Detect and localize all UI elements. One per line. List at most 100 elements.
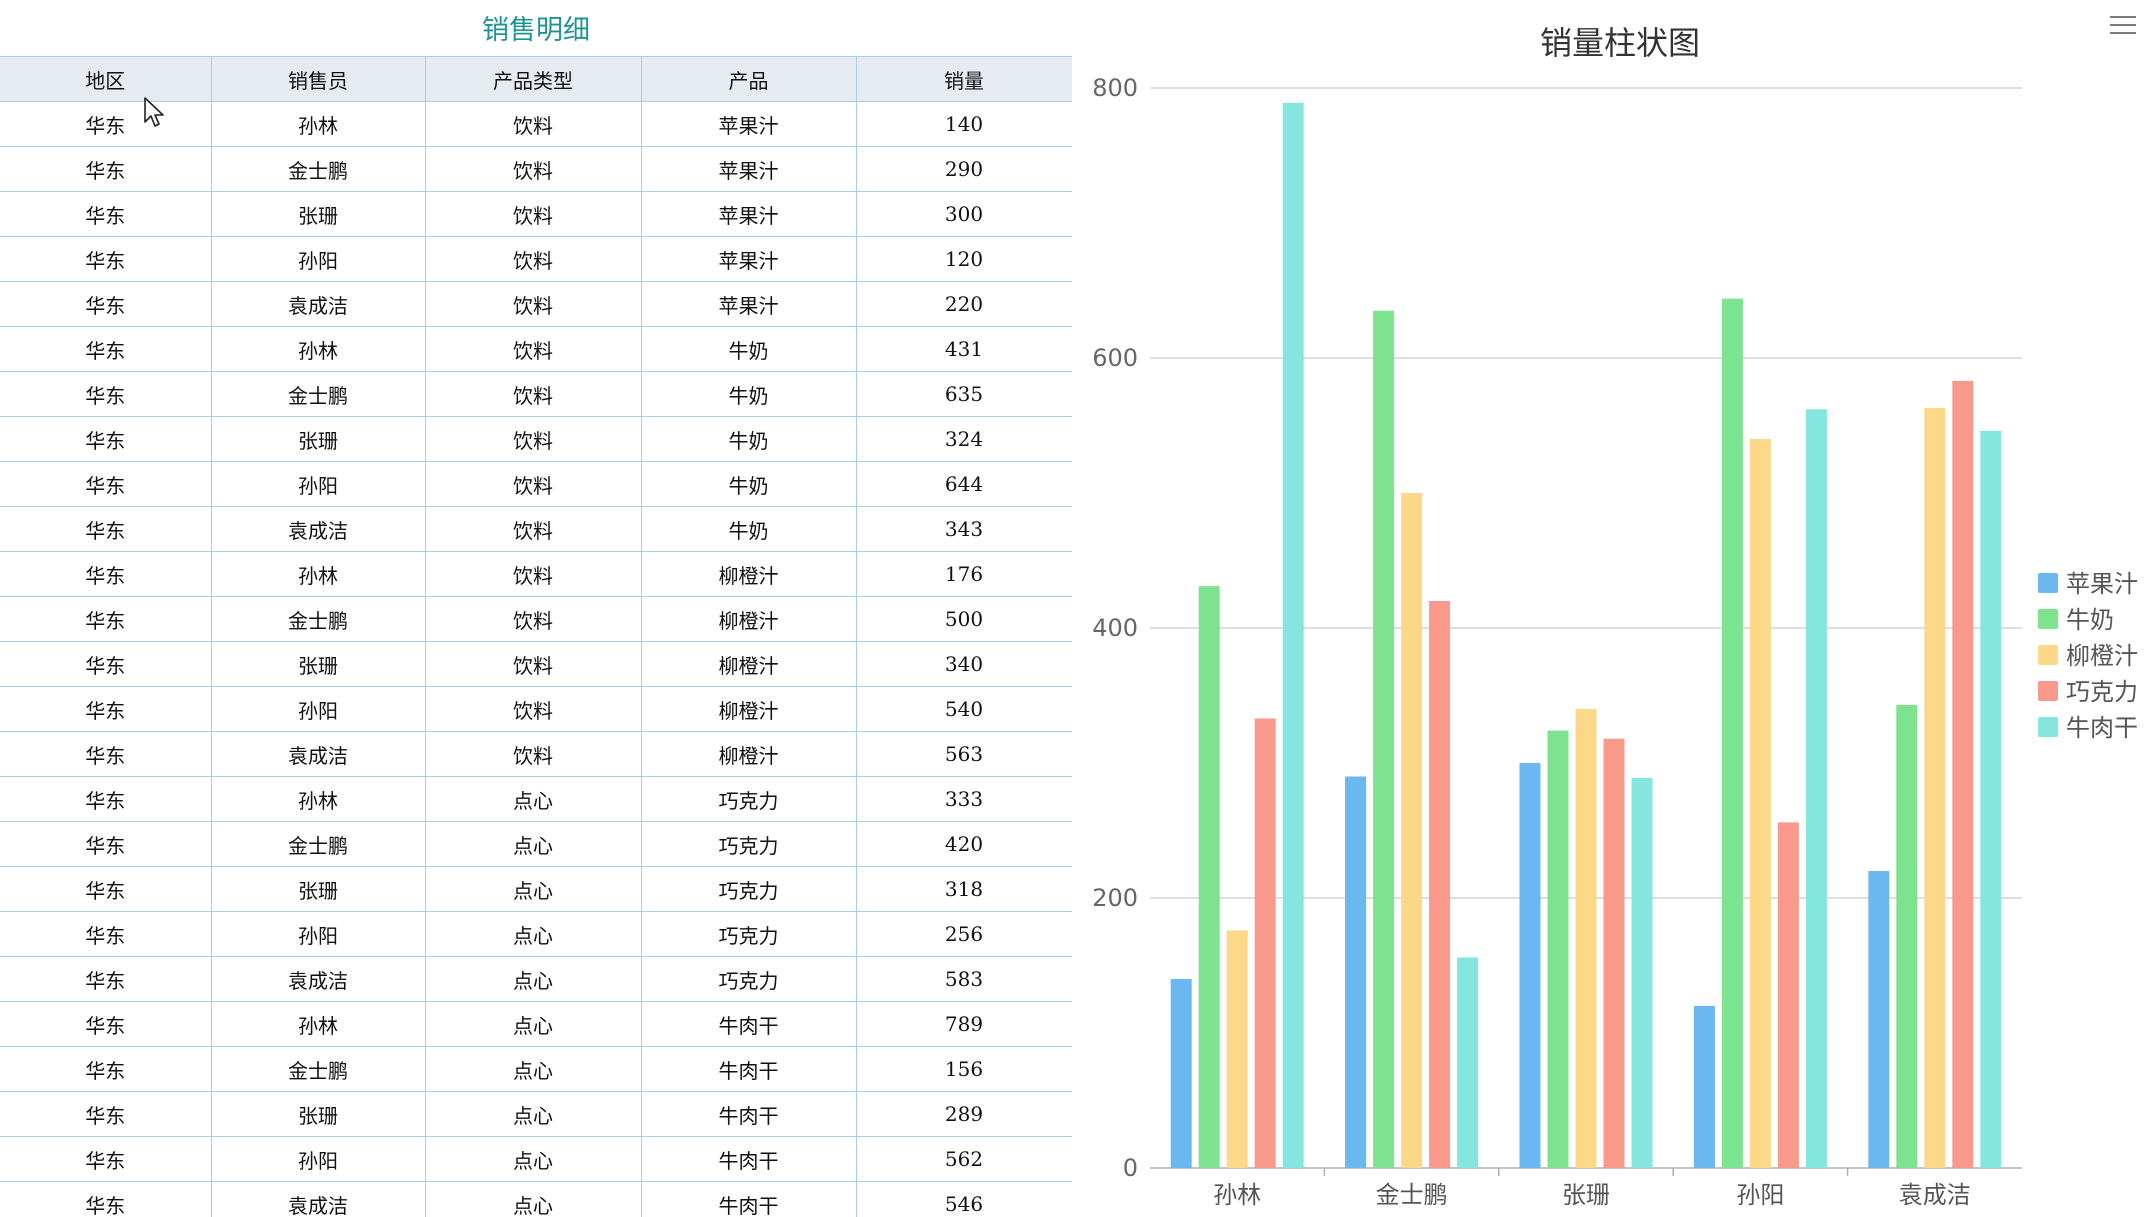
cell-product: 巧克力 <box>640 866 857 912</box>
bar <box>1805 409 1827 1168</box>
cell-product-type: 饮料 <box>424 731 642 777</box>
x-tick-label: 张珊 <box>1562 1181 1610 1209</box>
cell-product: 牛奶 <box>640 506 857 552</box>
cell-product: 苹果汁 <box>640 191 857 237</box>
cell-product: 柳橙汁 <box>640 731 857 777</box>
bar <box>1401 493 1423 1168</box>
cell-product: 苹果汁 <box>640 236 857 282</box>
cell-salesperson: 孙林 <box>210 326 426 372</box>
cell-region: 华东 <box>0 731 212 777</box>
column-header-product[interactable]: 产品 <box>640 56 857 102</box>
cell-product-type: 饮料 <box>424 596 642 642</box>
sales-table: 地区 销售员 产品类型 产品 销量 华东 孙林 饮料 苹果汁 140 华东 金士鹏 饮料 苹果汁 290 华… <box>0 56 1072 1217</box>
cell-product-type: 点心 <box>424 1136 642 1182</box>
cell-sales: 289 <box>855 1091 1072 1137</box>
cell-sales: 340 <box>855 641 1072 687</box>
cell-salesperson: 袁成洁 <box>210 1181 426 1217</box>
cell-region: 华东 <box>0 1001 212 1047</box>
column-header-salesperson[interactable]: 销售员 <box>210 56 426 102</box>
bar <box>1198 586 1220 1168</box>
table-row: 华东 孙阳 点心 巧克力 256 <box>0 911 1072 957</box>
x-tick-label: 孙林 <box>1213 1181 1261 1209</box>
table-row: 华东 孙阳 饮料 牛奶 644 <box>0 461 1072 507</box>
cell-region: 华东 <box>0 281 212 327</box>
cell-salesperson: 袁成洁 <box>210 956 426 1002</box>
cell-sales: 120 <box>855 236 1072 282</box>
y-tick-label: 0 <box>1123 1154 1138 1182</box>
cell-sales: 333 <box>855 776 1072 822</box>
cell-region: 华东 <box>0 641 212 687</box>
cell-product: 柳橙汁 <box>640 686 857 732</box>
bar <box>1345 776 1367 1168</box>
cell-sales: 789 <box>855 1001 1072 1047</box>
cell-region: 华东 <box>0 776 212 822</box>
cell-sales: 431 <box>855 326 1072 372</box>
table-row: 华东 孙阳 饮料 苹果汁 120 <box>0 236 1072 282</box>
x-tick-label: 孙阳 <box>1736 1181 1784 1209</box>
table-row: 华东 金士鹏 饮料 柳橙汁 500 <box>0 596 1072 642</box>
sales-detail-panel: 销售明细 地区 销售员 产品类型 产品 销量 华东 孙林 饮料 苹果汁 140 华东 金士鹏 饮料 苹果… <box>0 0 1072 1217</box>
cell-region: 华东 <box>0 506 212 552</box>
bar <box>1603 738 1625 1168</box>
cell-product: 巧克力 <box>640 911 857 957</box>
cell-salesperson: 袁成洁 <box>210 281 426 327</box>
cell-region: 华东 <box>0 461 212 507</box>
table-row: 华东 孙林 饮料 牛奶 431 <box>0 326 1072 372</box>
cell-product-type: 饮料 <box>424 371 642 417</box>
table-row: 华东 张珊 饮料 苹果汁 300 <box>0 191 1072 237</box>
column-header-sales[interactable]: 销量 <box>855 56 1072 102</box>
menu-icon[interactable] <box>2110 16 2136 38</box>
cell-product-type: 饮料 <box>424 686 642 732</box>
cell-sales: 140 <box>855 101 1072 147</box>
cell-product-type: 饮料 <box>424 101 642 147</box>
cell-salesperson: 孙林 <box>210 551 426 597</box>
cell-salesperson: 金士鹏 <box>210 821 426 867</box>
table-row: 华东 金士鹏 饮料 牛奶 635 <box>0 371 1072 417</box>
column-header-product-type[interactable]: 产品类型 <box>424 56 642 102</box>
cell-region: 华东 <box>0 191 212 237</box>
cell-region: 华东 <box>0 821 212 867</box>
cell-product-type: 饮料 <box>424 641 642 687</box>
bar <box>1575 709 1597 1168</box>
bar <box>1896 704 1918 1168</box>
table-row: 华东 金士鹏 点心 巧克力 420 <box>0 821 1072 867</box>
cell-product: 苹果汁 <box>640 101 857 147</box>
cell-product: 牛肉干 <box>640 1001 857 1047</box>
table-header: 地区 销售员 产品类型 产品 销量 <box>0 56 1072 102</box>
bar <box>1170 979 1192 1168</box>
bar <box>1777 822 1799 1168</box>
table-row: 华东 袁成洁 饮料 牛奶 343 <box>0 506 1072 552</box>
cell-salesperson: 孙林 <box>210 776 426 822</box>
bar <box>1457 957 1479 1168</box>
cell-sales: 176 <box>855 551 1072 597</box>
legend-item-label: 牛肉干 <box>2066 714 2138 742</box>
cell-product: 柳橙汁 <box>640 551 857 597</box>
cell-product-type: 点心 <box>424 1001 642 1047</box>
cell-region: 华东 <box>0 146 212 192</box>
cell-sales: 644 <box>855 461 1072 507</box>
cell-product: 牛奶 <box>640 416 857 462</box>
cell-sales: 540 <box>855 686 1072 732</box>
cell-sales: 546 <box>855 1181 1072 1217</box>
cell-salesperson: 孙阳 <box>210 686 426 732</box>
cell-product-type: 点心 <box>424 1091 642 1137</box>
cell-salesperson: 金士鹏 <box>210 596 426 642</box>
table-row: 华东 袁成洁 点心 巧克力 583 <box>0 956 1072 1002</box>
bar <box>1952 380 1974 1168</box>
cell-product-type: 饮料 <box>424 416 642 462</box>
bar <box>1868 871 1890 1168</box>
x-tick-label: 袁成洁 <box>1899 1181 1971 1209</box>
cell-product: 牛肉干 <box>640 1181 857 1217</box>
bar <box>1749 439 1771 1168</box>
bar <box>1631 777 1653 1168</box>
table-title: 销售明细 <box>482 15 590 46</box>
cell-product: 苹果汁 <box>640 281 857 327</box>
legend-swatch <box>2038 609 2058 629</box>
cell-salesperson: 张珊 <box>210 191 426 237</box>
cell-product: 牛奶 <box>640 371 857 417</box>
cell-region: 华东 <box>0 101 212 147</box>
cell-product-type: 点心 <box>424 956 642 1002</box>
cell-sales: 635 <box>855 371 1072 417</box>
column-header-region[interactable]: 地区 <box>0 56 212 102</box>
cell-sales: 500 <box>855 596 1072 642</box>
